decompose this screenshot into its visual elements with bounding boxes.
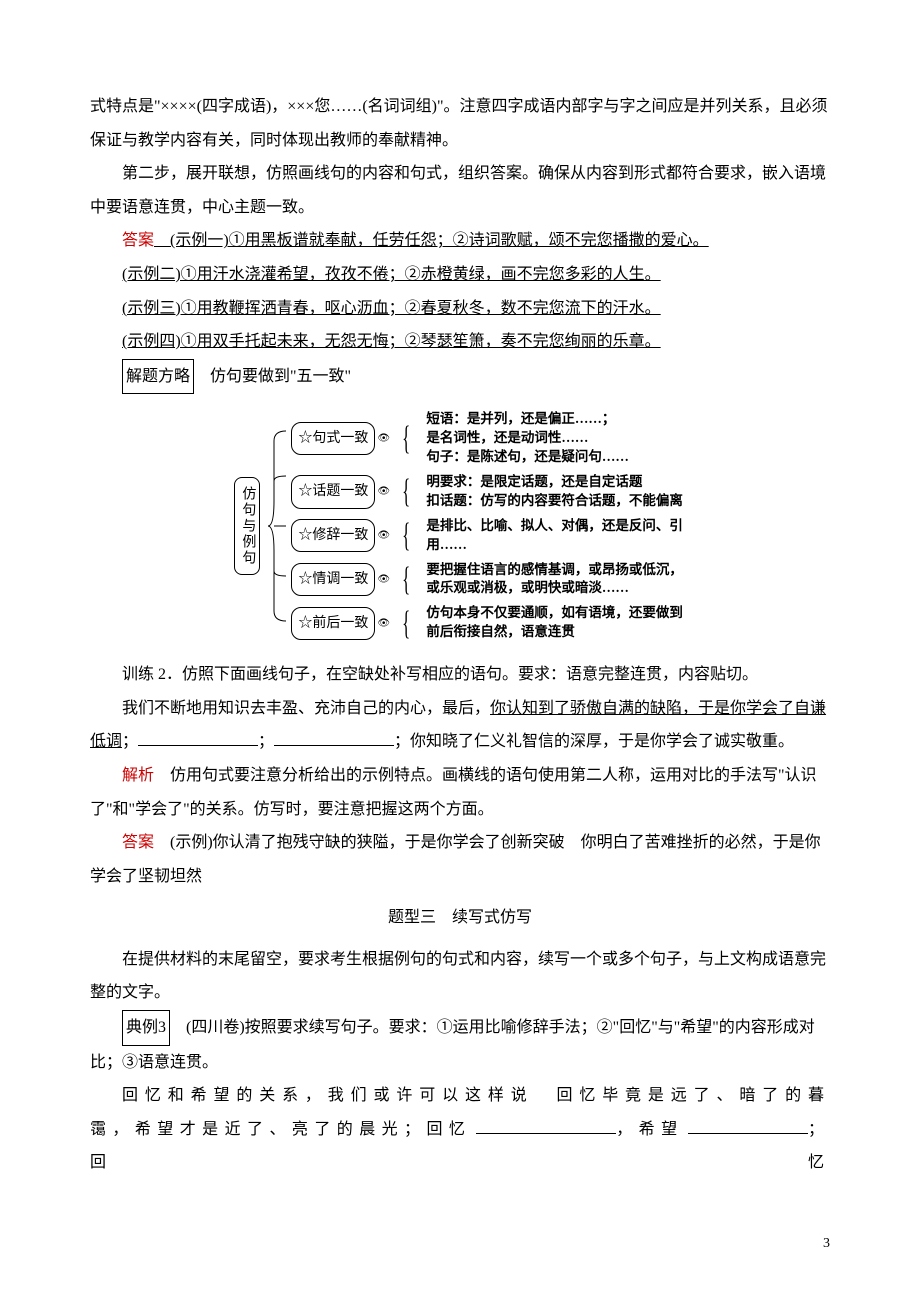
answer-3: (示例三)①用教鞭挥洒青春，呕心沥血；②春夏秋冬，数不完您流下的汗水。: [90, 292, 830, 326]
blank-4: [688, 1118, 808, 1134]
example-3-box: 典例3: [122, 1010, 170, 1046]
method-text: 仿句要做到"五一致": [194, 368, 351, 385]
parse-label: 解析: [122, 767, 154, 784]
train2-semi-1: ；: [122, 733, 138, 750]
blank-2: [274, 730, 394, 746]
answer-label: 答案: [122, 232, 154, 249]
branch-5-desc: 仿句本身不仅要通顺，如有语境，还要做到前后衔接自然，语意连贯: [426, 604, 686, 642]
paragraph-2: 第二步，展开联想，仿照画线句的内容和句式，组织答案。确保从内容到形式都符合要求，…: [90, 157, 830, 224]
train2-text-1: 我们不断地用知识去丰盈、充沛自己的内心，最后，: [122, 700, 490, 717]
branch-1-desc: 短语：是并列，还是偏正……；是名词性，还是动词性……句子：是陈述句，还是疑问句……: [426, 410, 629, 467]
method-line: 解题方略 仿句要做到"五一致": [90, 359, 830, 395]
parse-block: 解析 仿用句式要注意分析给出的示例特点。画横线的语句使用第二人称，运用对比的手法…: [90, 759, 830, 826]
section-3-p1: 在提供材料的末尾留空，要求考生根据例句的句式和内容，续写一个或多个句子，与上文构…: [90, 943, 830, 1010]
branch-3-label: ☆修辞一致: [291, 519, 375, 552]
branch-4: ☆情调一致 👁 { 要把握住语言的感情基调，或昂扬或低沉，或乐观或消极，或明快或…: [291, 561, 686, 599]
answer-label-2: 答案: [122, 834, 154, 851]
branch-4-label: ☆情调一致: [291, 563, 375, 596]
parse-text: 仿用句式要注意分析给出的示例特点。画横线的语句使用第二人称，运用对比的手法写"认…: [90, 767, 817, 818]
branch-5-label: ☆前后一致: [291, 607, 375, 640]
eye-icon: 👁: [377, 525, 390, 546]
answer-4: (示例四)①用双手托起未来，无怨无悔；②琴瑟笙箫，奏不完您绚丽的乐章。: [90, 325, 830, 359]
eye-icon: 👁: [377, 613, 390, 634]
train2-text-end: ；你知晓了仁义礼智信的深厚，于是你学会了诚实敬重。: [394, 733, 794, 750]
branch-5: ☆前后一致 👁 { 仿句本身不仅要通顺，如有语境，还要做到前后衔接自然，语意连贯: [291, 604, 686, 642]
train2-semi-2: ；: [258, 733, 274, 750]
branch-1: ☆句式一致 👁 { 短语：是并列，还是偏正……；是名词性，还是动词性……句子：是…: [291, 410, 686, 467]
answer-2: (示例二)①用汗水浇灌希望，孜孜不倦；②赤橙黄绿，画不完您多彩的人生。: [90, 258, 830, 292]
branch-2-desc: 明要求：是限定话题，还是自定话题扣话题：仿写的内容要符合话题，不能偏离: [426, 473, 683, 511]
example-3: 典例3 (四川卷)按照要求续写句子。要求：①运用比喻修辞手法；②"回忆"与"希望…: [90, 1010, 830, 1079]
branch-4-desc: 要把握住语言的感情基调，或昂扬或低沉，或乐观或消极，或明快或暗淡……: [426, 561, 686, 599]
section-3-title: 题型三 续写式仿写: [90, 901, 830, 935]
branch-3: ☆修辞一致 👁 { 是排比、比喻、拟人、对偶，还是反问、引用……: [291, 517, 686, 555]
blank-1: [138, 730, 258, 746]
page-number: 3: [823, 1236, 830, 1252]
eye-icon: 👁: [377, 428, 390, 449]
answer-block-2: 答案 (示例)你认清了抱残守缺的狭隘，于是你学会了创新突破 你明白了苦难挫折的必…: [90, 826, 830, 893]
eye-icon: 👁: [377, 481, 390, 502]
training-2-q: 训练 2．仿照下面画线句子，在空缺处补写相应的语句。要求：语意完整连贯，内容贴切…: [90, 658, 830, 692]
example-3-text: (四川卷)按照要求续写句子。要求：①运用比喻修辞手法；②"回忆"与"希望"的内容…: [90, 1019, 815, 1071]
diagram-root: 仿句与例句: [234, 477, 261, 575]
answer-2-text: (示例)你认清了抱残守缺的狭隘，于是你学会了创新突破 你明白了苦难挫折的必然，于…: [90, 834, 821, 885]
branch-2-label: ☆话题一致: [291, 475, 375, 508]
answer-block: 答案 (示例一)①用黑板谱就奉献，任劳任怨；②诗词歌赋，颂不完您播撒的爱心。: [90, 224, 830, 258]
training-2-body: 我们不断地用知识去丰盈、充沛自己的内心，最后，你认知到了骄傲自满的缺陷，于是你学…: [90, 692, 830, 759]
branch-1-label: ☆句式一致: [291, 422, 375, 455]
branch-3-desc: 是排比、比喻、拟人、对偶，还是反问、引用……: [426, 517, 686, 555]
branch-2: ☆话题一致 👁 { 明要求：是限定话题，还是自定话题扣话题：仿写的内容要符合话题…: [291, 473, 686, 511]
blank-3: [476, 1118, 616, 1134]
paragraph-1: 式特点是"××××(四字成语)，×××您……(名词词组)"。注意四字成语内部字与…: [90, 90, 830, 157]
eye-icon: 👁: [377, 569, 390, 590]
answer-1: (示例一)①用黑板谱就奉献，任劳任怨；②诗词歌赋，颂不完您播撒的爱心。: [154, 232, 709, 249]
ex3-text-b: ，希望: [616, 1121, 684, 1138]
method-box: 解题方略: [122, 359, 194, 395]
diagram: 仿句与例句 ☆句式一致 👁 { 短语：是并列，还是偏正……；是名词性，还是动词性…: [90, 404, 830, 648]
example-3-body: 回忆和希望的关系，我们或许可以这样说 回忆毕竟是远了、暗了的暮霭，希望才是近了、…: [90, 1079, 830, 1180]
